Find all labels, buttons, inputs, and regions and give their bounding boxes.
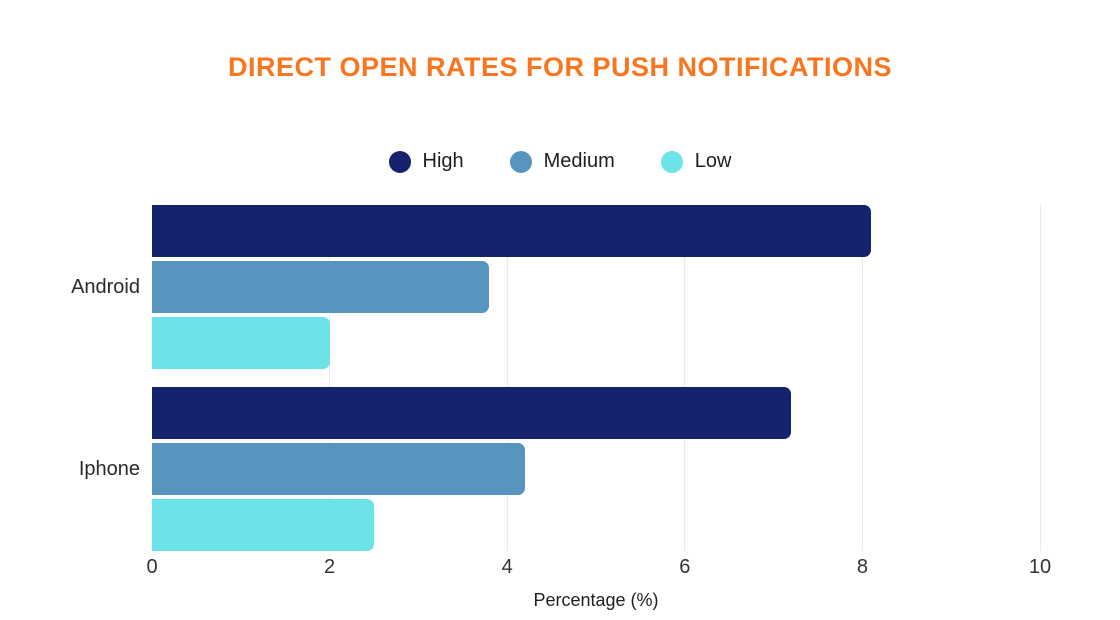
- legend-label: Medium: [543, 150, 615, 172]
- legend-label: High: [422, 150, 464, 172]
- x-axis-label: Percentage (%): [533, 590, 659, 610]
- x-axis-ticks: 0 2 4 6 8 10: [146, 556, 1051, 582]
- category-axis: Android Iphone: [0, 205, 140, 551]
- category-label-android: Android: [71, 276, 140, 298]
- x-tick-8: 8: [856, 556, 868, 578]
- plot-area: [152, 205, 1041, 551]
- bar-iphone-high: [152, 387, 792, 439]
- gridline-6: [684, 205, 686, 551]
- x-tick-6: 6: [679, 556, 691, 578]
- legend-item-high: High: [388, 150, 464, 173]
- x-tick-4: 4: [501, 556, 513, 578]
- legend-label: Low: [694, 150, 732, 172]
- legend-swatch-icon: [509, 150, 532, 173]
- bar-android-high: [152, 205, 872, 257]
- legend-item-medium: Medium: [509, 150, 615, 173]
- legend-item-low: Low: [660, 150, 732, 173]
- bar-android-medium: [152, 261, 490, 313]
- legend-swatch-icon: [388, 150, 411, 173]
- category-label-iphone: Iphone: [78, 458, 140, 480]
- gridline-2: [329, 205, 331, 551]
- x-tick-0: 0: [146, 556, 158, 578]
- gridline-8: [861, 205, 863, 551]
- x-tick-10: 10: [1028, 556, 1052, 578]
- bar-iphone-low: [152, 499, 374, 551]
- legend: High Medium Low: [0, 150, 1120, 173]
- x-tick-2: 2: [324, 556, 336, 578]
- bar-android-low: [152, 317, 330, 369]
- gridline-4: [506, 205, 508, 551]
- gridline-10: [1039, 205, 1041, 551]
- bar-iphone-medium: [152, 443, 525, 495]
- chart-title: DIRECT OPEN RATES FOR PUSH NOTIFICATIONS: [227, 52, 893, 82]
- legend-swatch-icon: [660, 150, 683, 173]
